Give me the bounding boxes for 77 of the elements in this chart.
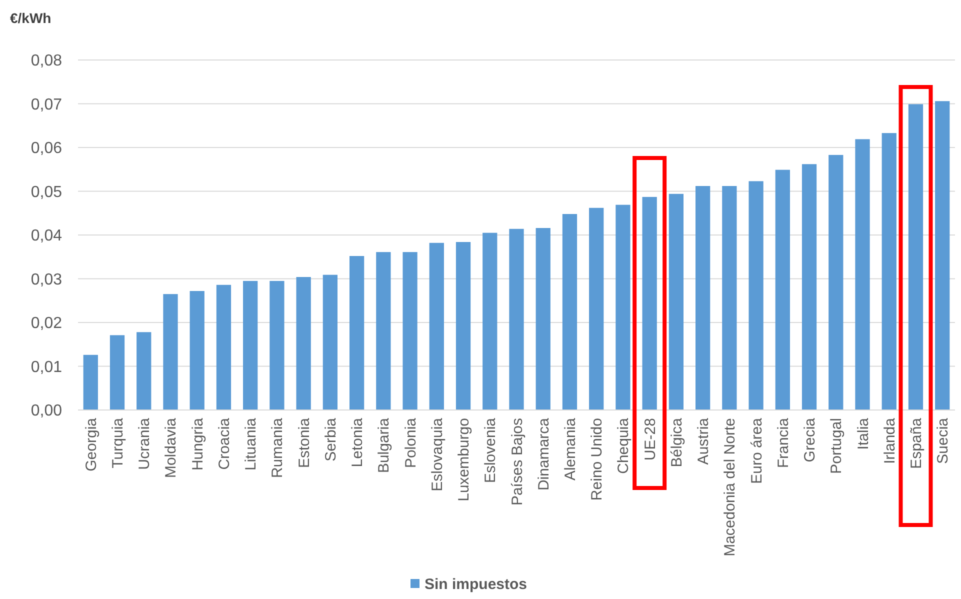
x-tick-label: Bélgica — [668, 417, 686, 468]
bar — [882, 133, 896, 410]
y-tick-label: 0,06 — [30, 140, 62, 158]
x-tick-label: Turquia — [110, 417, 127, 468]
x-tick-label: España — [908, 417, 925, 469]
x-tick-label: Letonia — [349, 417, 366, 468]
bar — [562, 214, 578, 410]
x-tick-label: Luxemburgo — [456, 418, 473, 502]
x-tick-label: Italia — [854, 417, 872, 450]
y-tick-label: 0,04 — [30, 228, 62, 245]
bar — [322, 274, 338, 410]
x-tick-label: Lituania — [242, 417, 260, 471]
bar — [536, 228, 550, 410]
y-tick-label: 0,03 — [30, 271, 62, 288]
x-tick-label: Polonia — [402, 417, 420, 468]
x-tick-label: Eslovaquia — [428, 417, 446, 492]
bar — [748, 181, 764, 410]
bar — [216, 284, 232, 410]
bar — [482, 232, 498, 410]
bar — [509, 228, 524, 410]
x-tick-label: Hungria — [189, 417, 206, 471]
y-axis-title: €/kWh — [10, 10, 52, 26]
x-tick-label: Bulgaria — [376, 417, 393, 474]
bar — [243, 280, 258, 410]
x-tick-label: Irlanda — [881, 417, 898, 464]
bar — [642, 196, 657, 410]
bar — [376, 252, 391, 410]
y-tick-label: 0,08 — [30, 52, 62, 70]
bar — [110, 335, 125, 410]
bar — [270, 280, 284, 410]
bar — [83, 354, 98, 410]
bar — [802, 164, 817, 410]
bar — [296, 277, 311, 410]
bar — [589, 208, 604, 410]
bar — [402, 252, 418, 410]
bar — [349, 256, 364, 410]
bar — [935, 101, 950, 410]
bar — [855, 139, 870, 410]
bar — [136, 332, 152, 410]
x-tick-label: Alemania — [562, 417, 579, 481]
x-tick-label: Portugal — [828, 418, 846, 474]
x-tick-label: Ucrania — [136, 417, 154, 470]
x-tick-label: Reino Unido — [588, 418, 606, 501]
bar — [456, 242, 471, 410]
bar — [429, 242, 444, 410]
y-tick-label: 0,00 — [30, 402, 62, 420]
bar — [722, 186, 737, 410]
x-tick-label: Rumania — [269, 417, 286, 478]
y-tick-label: 0,05 — [30, 184, 62, 201]
y-tick-label: 0,01 — [30, 358, 62, 376]
bar — [668, 194, 684, 410]
x-tick-label: Francia — [774, 417, 792, 468]
x-tick-label: Georgia — [82, 417, 100, 472]
y-tick-label: 0,02 — [30, 315, 62, 332]
bar — [616, 204, 630, 410]
bar — [775, 170, 790, 410]
x-tick-label: Suecia — [934, 417, 952, 464]
x-tick-label: Austria — [695, 417, 712, 465]
x-tick-label: Moldavia — [162, 417, 180, 478]
bar — [908, 104, 924, 410]
x-tick-label: Serbia — [322, 417, 340, 462]
x-tick-label: Dinamarca — [535, 417, 552, 491]
x-tick-label: Macedonia del Norte — [722, 418, 739, 556]
x-tick-label: Euro área — [748, 417, 766, 484]
x-tick-label: Grecia — [802, 417, 819, 462]
x-tick-label: Estonia — [296, 417, 313, 468]
bar — [695, 186, 710, 410]
bar — [163, 294, 178, 410]
bar — [828, 154, 844, 410]
bar — [190, 291, 204, 410]
x-tick-label: Chequia — [615, 417, 632, 474]
x-tick-label: Eslovenia — [482, 417, 500, 484]
x-tick-label: Países Bajos — [508, 418, 526, 506]
y-tick-label: 0,07 — [30, 96, 62, 114]
x-tick-label: UE-28 — [642, 418, 659, 461]
x-tick-label: Croacia — [216, 417, 233, 470]
legend-label: Sin impuestos — [424, 576, 528, 593]
